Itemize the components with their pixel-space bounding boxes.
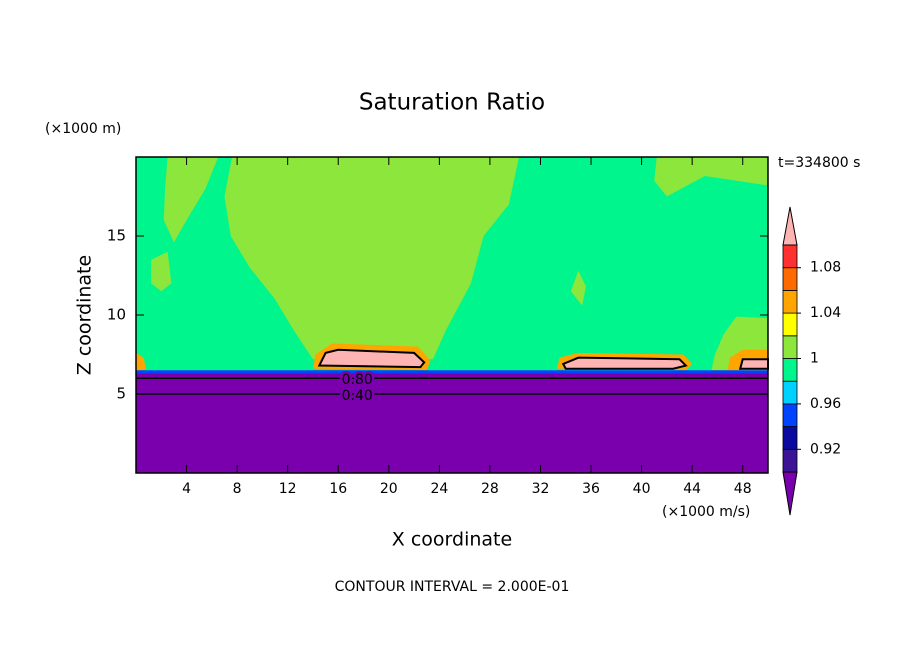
colorbar-tick-label: 1.04	[810, 305, 841, 321]
colorbar-tick-label: 1	[810, 351, 819, 367]
contour-region	[136, 373, 768, 473]
contour-label: 0.40	[342, 388, 373, 404]
x-tick-label: 24	[430, 481, 448, 497]
colorbar-box	[782, 312, 798, 337]
x-tick-label: 48	[734, 481, 752, 497]
x-tick-label: 16	[329, 481, 347, 497]
contour-region	[163, 157, 219, 243]
y-axis-label: Z coordinate	[74, 255, 96, 375]
colorbar-under	[782, 471, 798, 516]
contour-region	[151, 251, 172, 292]
x-tick-label: 8	[233, 481, 242, 497]
y-tick-label: 15	[107, 227, 126, 245]
y-unit: (×1000 m)	[45, 121, 121, 137]
x-tick-label: 20	[380, 481, 398, 497]
colorbar-box	[782, 380, 798, 405]
y-tick-label: 10	[107, 306, 126, 324]
x-tick-label: 12	[279, 481, 297, 497]
x-tick-label: 40	[633, 481, 651, 497]
y-tick-label: 5	[116, 385, 126, 403]
colorbar-box	[782, 426, 798, 450]
colorbar-box	[782, 289, 798, 314]
x-tick-label: 28	[481, 481, 499, 497]
contour-region	[561, 356, 688, 370]
contour-region	[570, 270, 586, 306]
colorbar-box	[782, 335, 798, 359]
colorbar-box	[782, 448, 798, 473]
chart-title: Saturation Ratio	[359, 90, 545, 116]
x-unit: (×1000 m/s)	[662, 504, 750, 520]
colorbar-box	[782, 267, 798, 291]
colorbar-box	[782, 403, 798, 427]
contour-label: 0.80	[342, 372, 373, 388]
contour-region	[224, 157, 519, 360]
contour-region	[738, 358, 769, 370]
colorbar-over	[782, 206, 798, 246]
x-axis-label: X coordinate	[392, 529, 512, 551]
colorbar-tick-label: 0.92	[810, 441, 841, 457]
colorbar-tick-label: 0.96	[810, 396, 841, 412]
colorbar-box	[782, 358, 798, 382]
colorbar-tick-label: 1.08	[810, 260, 841, 276]
x-tick-label: 32	[532, 481, 550, 497]
time-label: t=334800 s	[778, 155, 860, 171]
colorbar-box	[782, 244, 798, 269]
x-tick-label: 36	[582, 481, 600, 497]
x-tick-label: 44	[683, 481, 701, 497]
contour-region	[654, 157, 768, 197]
footer: CONTOUR INTERVAL = 2.000E-01	[335, 579, 570, 595]
contour-region	[136, 352, 147, 372]
contour-region	[317, 348, 426, 369]
x-tick-label: 4	[182, 481, 191, 497]
